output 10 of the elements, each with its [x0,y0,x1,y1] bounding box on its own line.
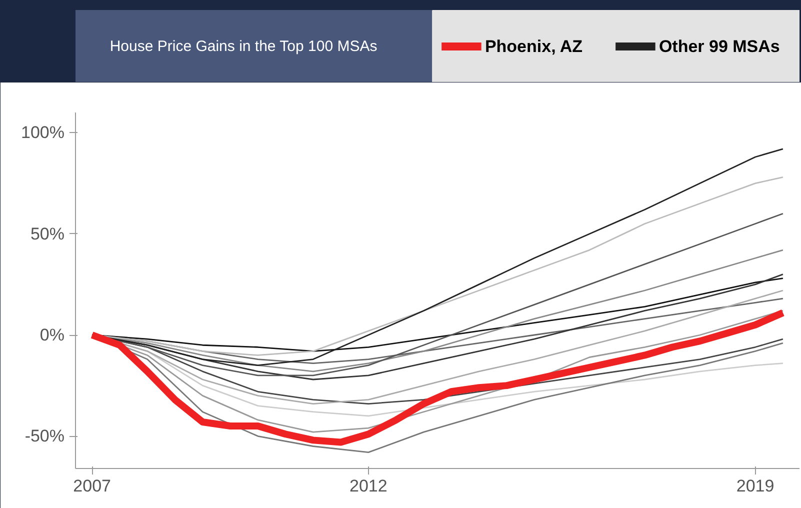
legend-label: Other 99 MSAs [658,37,780,56]
y-tick-label: -50% [24,426,64,446]
x-tick-label: 2012 [350,476,388,496]
legend-label: Phoenix, AZ [484,37,583,56]
y-tick-label: 100% [21,123,65,142]
x-tick-label: 2019 [736,476,774,496]
y-tick-label: 0% [40,326,65,344]
x-tick-label: 2007 [73,476,111,496]
y-tick-label: 50% [30,224,65,244]
chart-title: House Price Gains in the Top 100 MSAs [110,38,378,55]
